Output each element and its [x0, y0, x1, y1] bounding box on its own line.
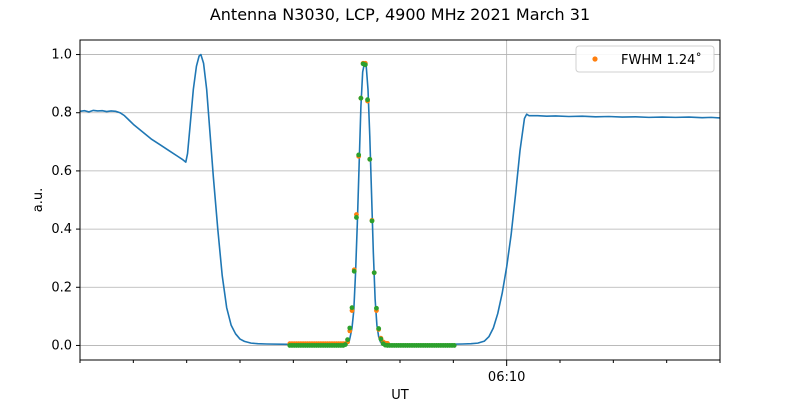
- fit-point: [358, 95, 364, 101]
- series-line-main: [80, 53, 720, 346]
- fit-point: [451, 343, 457, 348]
- y-tick-label: 0.0: [51, 338, 72, 353]
- legend: FWHM 1.24˚: [575, 45, 715, 73]
- fit-point: [374, 305, 379, 311]
- y-tick-label: 1.0: [51, 48, 72, 63]
- fit-point: [342, 342, 348, 347]
- fit-point: [365, 97, 370, 103]
- y-tick-label: 0.2: [51, 280, 72, 295]
- plot-frame: [79, 39, 721, 361]
- fit-point: [376, 326, 382, 331]
- fit-point: [378, 336, 384, 342]
- legend-marker-fwhm: [592, 56, 598, 62]
- x-axis-label: UT: [391, 388, 409, 400]
- chart-title: Antenna N3030, LCP, 4900 MHz 2021 March …: [210, 5, 590, 24]
- grid-lines: [80, 40, 720, 360]
- y-tick-label: 0.4: [51, 222, 72, 237]
- fit-point: [367, 156, 373, 162]
- fit-point: [351, 268, 357, 274]
- fit-point: [356, 152, 362, 158]
- axes: 0.0 0.2 0.4 0.6 0.8 1.0 06:10: [51, 48, 721, 385]
- y-axis-label: a.u.: [31, 188, 46, 212]
- fit-point: [347, 325, 353, 331]
- fit-point: [362, 62, 368, 68]
- fit-point: [369, 218, 375, 224]
- fit-point: [354, 215, 359, 220]
- x-tick-label: 06:10: [488, 370, 525, 385]
- y-tick-label: 0.8: [51, 106, 72, 121]
- legend-box: [575, 45, 715, 73]
- fit-point: [345, 337, 350, 343]
- y-tick-label: 0.6: [51, 164, 72, 179]
- legend-label-fwhm: FWHM 1.24˚: [621, 52, 702, 68]
- plot-area: [80, 53, 720, 348]
- fit-point: [349, 305, 355, 311]
- fit-point: [371, 270, 377, 276]
